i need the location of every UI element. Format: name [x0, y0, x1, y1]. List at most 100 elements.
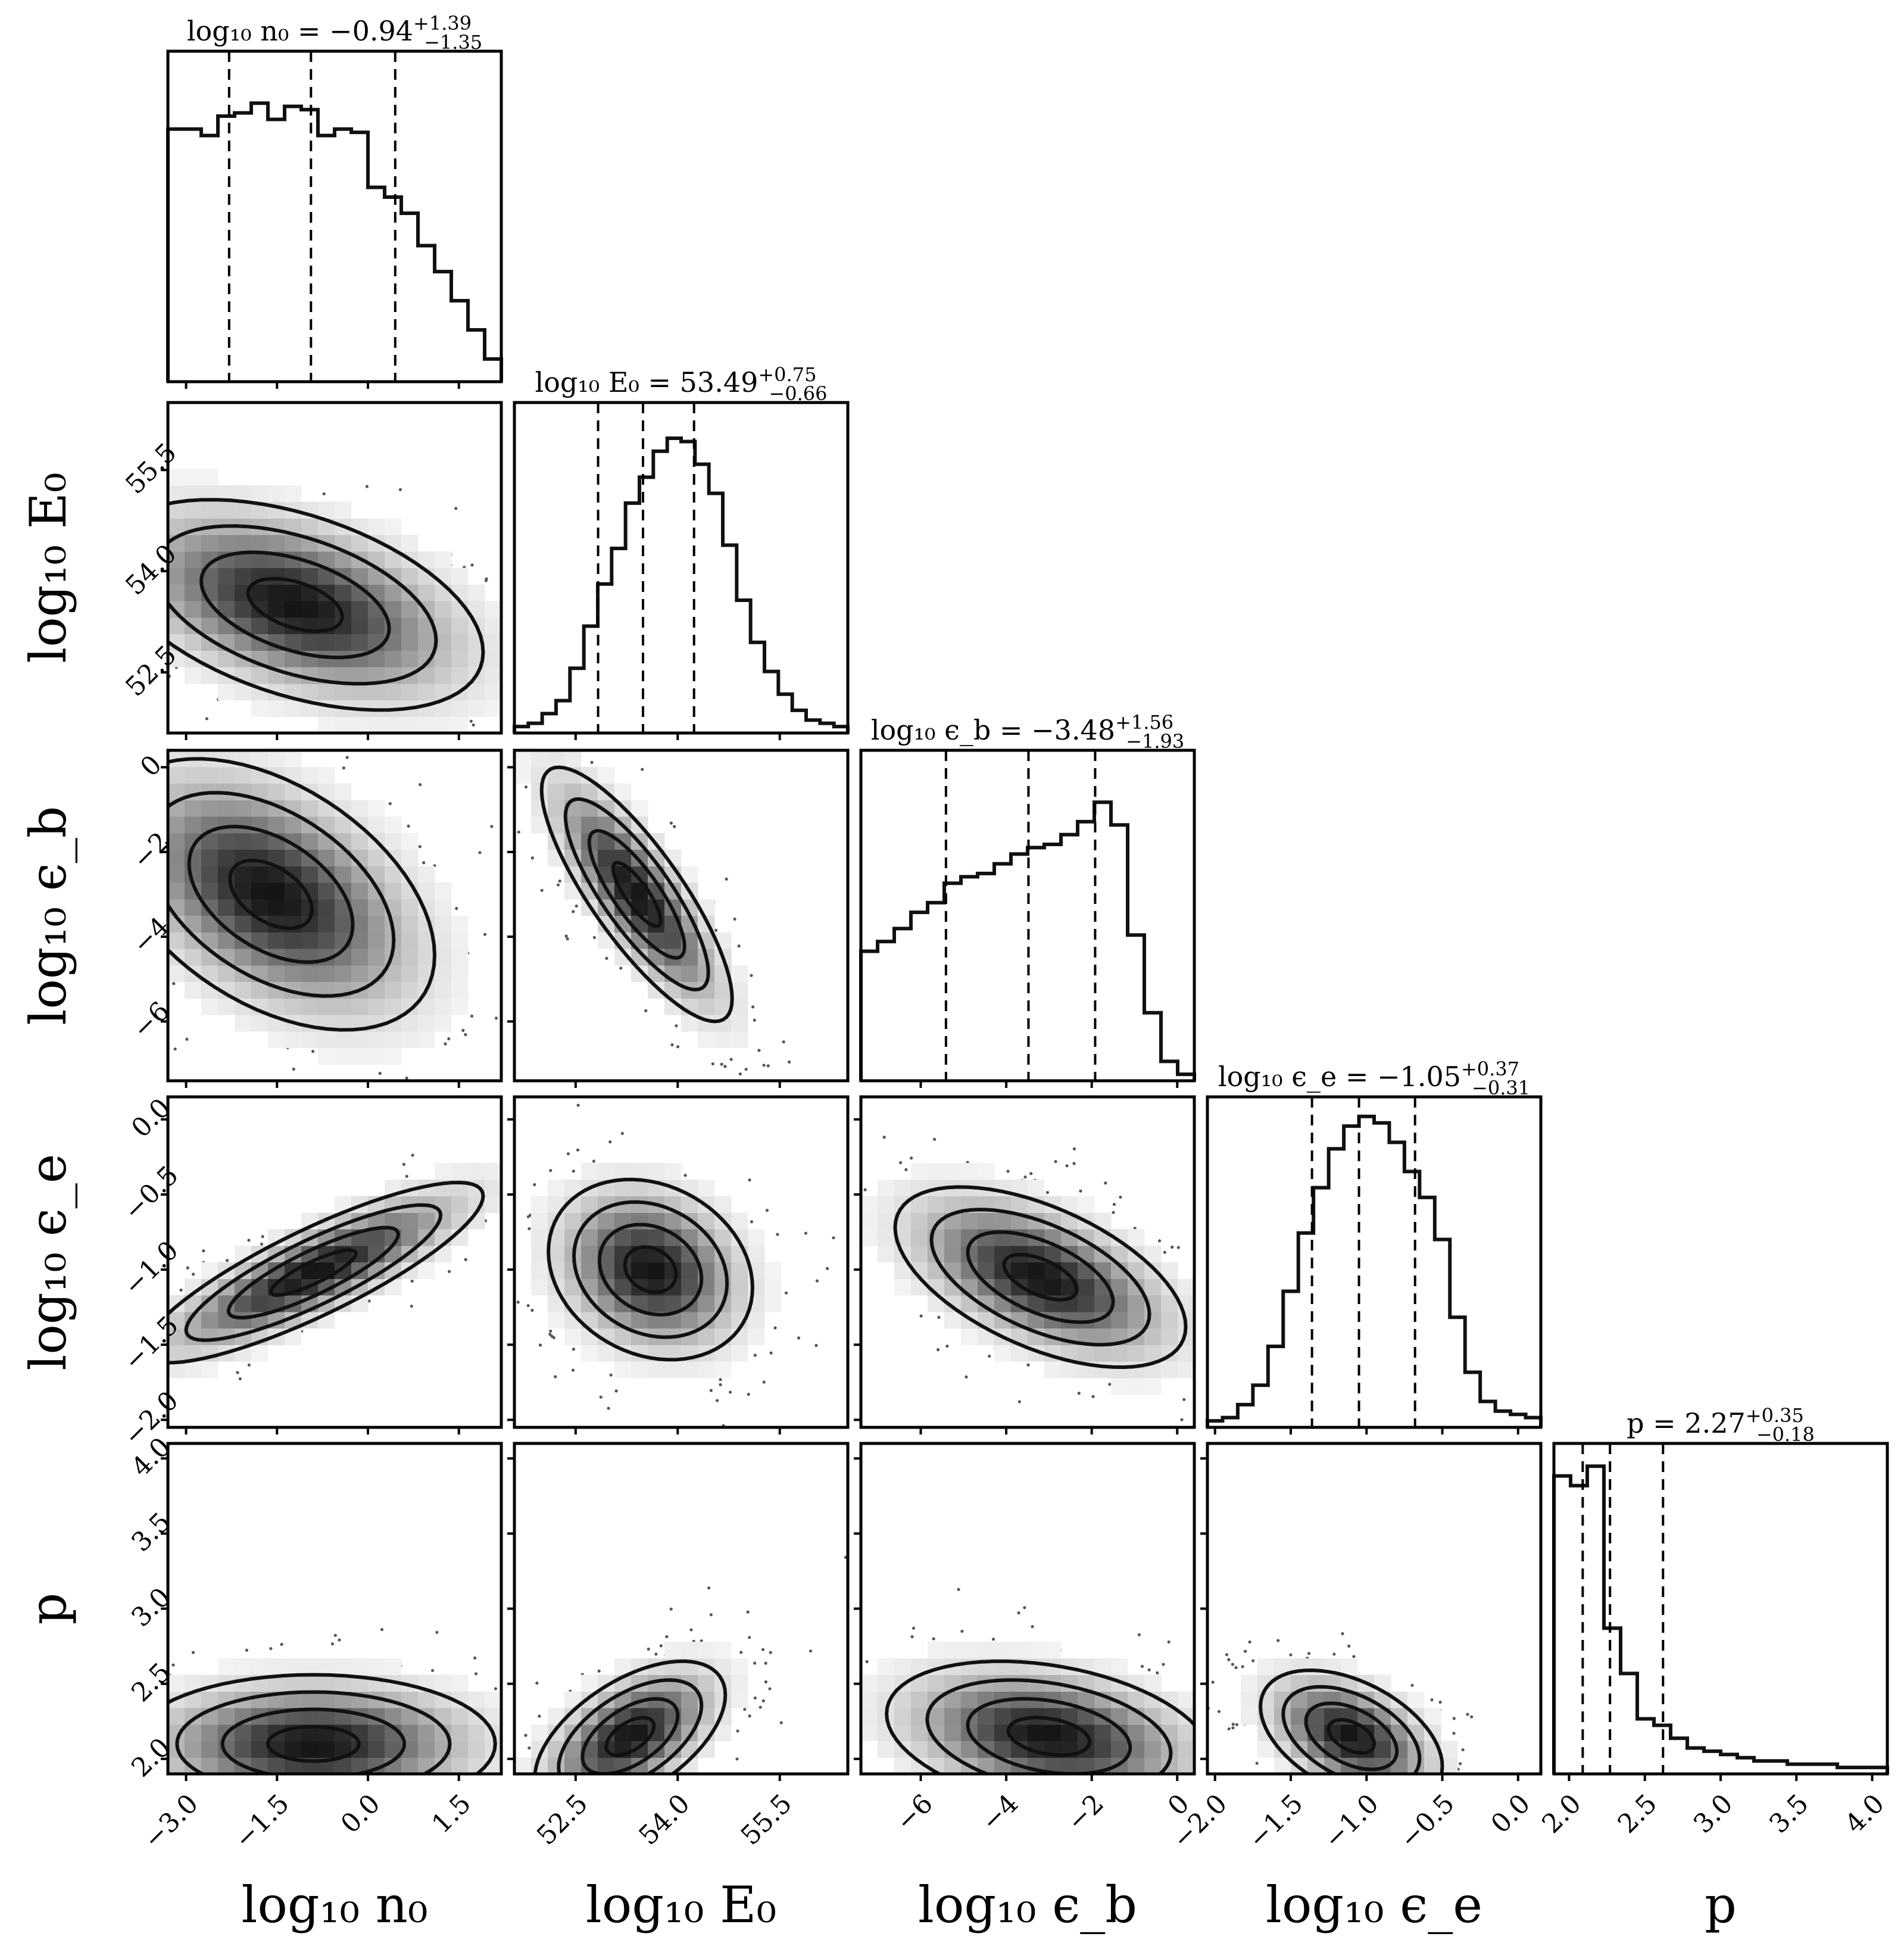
scatter-point — [965, 1375, 968, 1379]
density-cell — [531, 1278, 548, 1296]
density-cell — [285, 1658, 302, 1675]
density-cell — [468, 700, 485, 717]
scatter-point — [280, 1642, 283, 1646]
density-cell — [301, 683, 319, 700]
panel-frame — [513, 401, 850, 735]
density-cell — [401, 832, 419, 850]
density-cell — [944, 1311, 962, 1328]
scatter-point — [1231, 1723, 1235, 1726]
density-cell — [201, 866, 219, 883]
density-cell — [928, 1196, 945, 1213]
density-cell — [218, 584, 235, 601]
contour-level-4 — [168, 757, 437, 1032]
density-cell — [1144, 1328, 1162, 1345]
density-cell — [301, 601, 319, 618]
density-cell — [351, 535, 369, 552]
density-cell — [1128, 1757, 1145, 1774]
panel-content — [1207, 1632, 1474, 1774]
density-cell — [268, 485, 285, 502]
contour-level-1 — [266, 1724, 361, 1763]
density-cell — [251, 584, 269, 601]
density-cell — [451, 915, 469, 933]
density-cell — [581, 783, 598, 800]
density-cell — [218, 535, 235, 552]
density-cell — [235, 915, 252, 933]
scatter-point — [516, 1301, 520, 1304]
scatter-point — [597, 1669, 601, 1673]
density-cell — [861, 1196, 878, 1213]
scatter-point — [185, 1037, 189, 1041]
scatter-point — [338, 1638, 341, 1642]
density-cell — [218, 832, 235, 850]
density-cell — [235, 683, 252, 700]
density-cell — [401, 1212, 419, 1230]
density-cell — [451, 634, 469, 651]
density-cell — [451, 1741, 469, 1758]
y-tick-label: 0 — [135, 749, 168, 782]
density-cell — [664, 1163, 682, 1180]
density-cell — [301, 866, 319, 883]
scatter-point — [1227, 1727, 1231, 1730]
density-cell — [1144, 1674, 1162, 1692]
density-cell — [451, 981, 469, 999]
density-cell — [1178, 1724, 1194, 1741]
density-cell — [994, 1708, 1012, 1725]
density-cell — [251, 700, 269, 717]
contour-level-4 — [893, 1185, 1188, 1370]
scatter-point — [1176, 1246, 1180, 1249]
scatter-point — [179, 1288, 183, 1292]
density-cell — [451, 667, 469, 684]
density-cell — [944, 1245, 962, 1262]
density-cell — [385, 832, 402, 850]
density-panel-E0-p — [513, 1442, 850, 1776]
x-axis-p: 2.0 2.5 3.0 3.5 4.0 p — [1536, 1774, 1890, 1934]
density-cell — [185, 535, 202, 552]
scatter-point — [1227, 1658, 1231, 1661]
density-cell — [185, 634, 202, 651]
y-axis-label-p: p — [19, 1593, 77, 1625]
panel-frame — [513, 1095, 850, 1429]
density-cell — [201, 535, 219, 552]
density-cell — [614, 783, 632, 800]
scatter-point — [410, 1279, 414, 1283]
density-cell — [1128, 1295, 1145, 1312]
scatter-point — [548, 1333, 552, 1336]
density-cell — [731, 965, 748, 982]
density-cell — [285, 750, 302, 768]
panel-content — [168, 1153, 501, 1381]
density-cell — [1028, 1658, 1045, 1675]
density-cell — [351, 998, 369, 1015]
density-cell — [531, 783, 548, 800]
density-cell — [435, 949, 452, 966]
density-cell — [548, 783, 565, 800]
density-cell — [318, 899, 335, 916]
scatter-point — [919, 1314, 923, 1318]
scatter-point — [564, 934, 568, 938]
scatter-point — [470, 563, 474, 567]
density-cell — [251, 750, 269, 768]
density-cell — [268, 932, 285, 949]
y-axis-label-E0: log₁₀ E₀ — [19, 472, 77, 663]
density-cell — [385, 650, 402, 668]
density-cell — [168, 469, 185, 486]
scatter-point — [455, 907, 458, 910]
scatter-point — [761, 1648, 765, 1651]
density-cell — [235, 601, 252, 618]
density-cell — [731, 1212, 748, 1230]
density-cell — [451, 716, 469, 733]
density-cell — [894, 1179, 912, 1196]
scatter-point — [773, 1326, 777, 1330]
scatter-point — [484, 579, 488, 582]
density-cell — [435, 650, 452, 668]
contour-level-4 — [168, 498, 485, 712]
density-cell — [418, 1212, 435, 1230]
density-cell — [201, 1757, 219, 1774]
scatter-point — [172, 982, 176, 986]
density-cell — [251, 485, 269, 502]
density-cell — [368, 998, 385, 1015]
density-cell — [894, 1708, 912, 1725]
density-cell — [318, 915, 335, 933]
density-cell — [285, 998, 302, 1015]
density-cell — [1011, 1262, 1028, 1279]
